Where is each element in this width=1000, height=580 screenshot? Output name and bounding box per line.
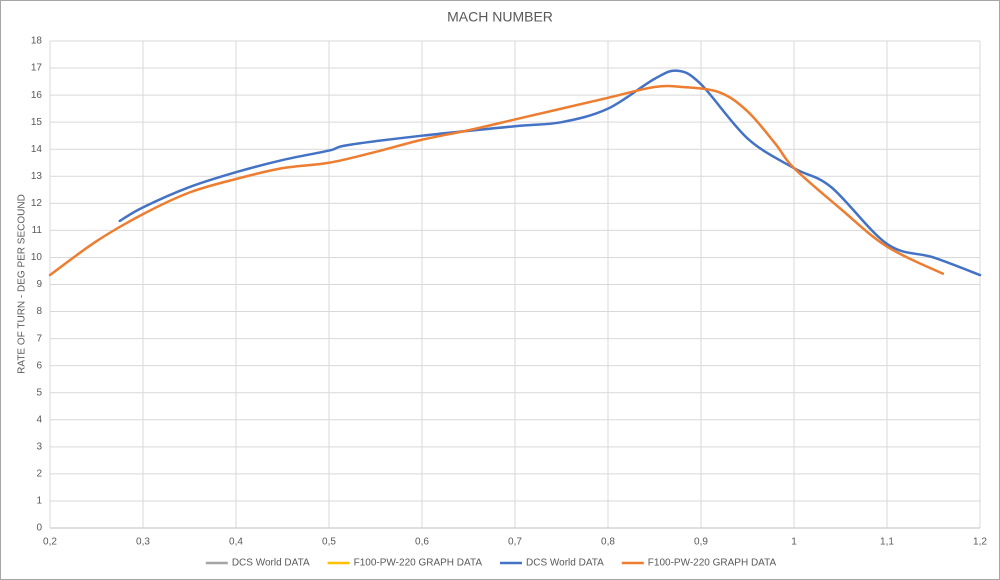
y-tick-label: 0 <box>36 523 42 534</box>
legend-label: DCS World DATA <box>526 558 604 569</box>
x-tick-label: 0,4 <box>229 537 243 548</box>
y-tick-label: 5 <box>36 387 42 398</box>
legend-label: F100-PW-220 GRAPH DATA <box>354 558 483 569</box>
y-tick-label: 3 <box>36 441 42 452</box>
y-tick-label: 8 <box>36 306 42 317</box>
y-tick-label: 10 <box>31 252 43 263</box>
y-tick-label: 12 <box>31 198 43 209</box>
legend-label: F100-PW-220 GRAPH DATA <box>648 558 777 569</box>
x-tick-label: 1 <box>791 537 797 548</box>
x-tick-label: 0,8 <box>601 537 615 548</box>
chart-title: MACH NUMBER <box>447 9 553 25</box>
y-tick-label: 7 <box>36 333 42 344</box>
x-tick-label: 1,2 <box>973 537 987 548</box>
series-line <box>48 84 945 277</box>
y-tick-label: 11 <box>32 225 43 236</box>
x-tick-label: 0,7 <box>508 537 522 548</box>
y-tick-label: 13 <box>31 171 43 182</box>
y-axis-label: RATE OF TURN - DEG PER SECOUND <box>17 194 28 374</box>
x-tick-label: 1,1 <box>880 537 894 548</box>
x-tick-label: 0,3 <box>136 537 150 548</box>
legend-label: DCS World DATA <box>232 558 310 569</box>
series-line <box>118 69 982 277</box>
y-tick-label: 6 <box>36 360 42 371</box>
y-tick-label: 14 <box>31 144 43 155</box>
y-tick-label: 16 <box>31 90 43 101</box>
x-tick-label: 0,5 <box>322 537 336 548</box>
y-tick-label: 9 <box>36 279 42 290</box>
y-tick-label: 17 <box>31 63 43 74</box>
y-tick-label: 4 <box>36 414 42 425</box>
x-tick-label: 0,2 <box>43 537 57 548</box>
y-tick-label: 2 <box>36 469 42 480</box>
x-tick-label: 0,6 <box>415 537 429 548</box>
y-tick-label: 15 <box>31 117 43 128</box>
x-tick-label: 0,9 <box>694 537 708 548</box>
y-tick-label: 1 <box>36 496 42 507</box>
y-tick-label: 18 <box>31 36 43 47</box>
